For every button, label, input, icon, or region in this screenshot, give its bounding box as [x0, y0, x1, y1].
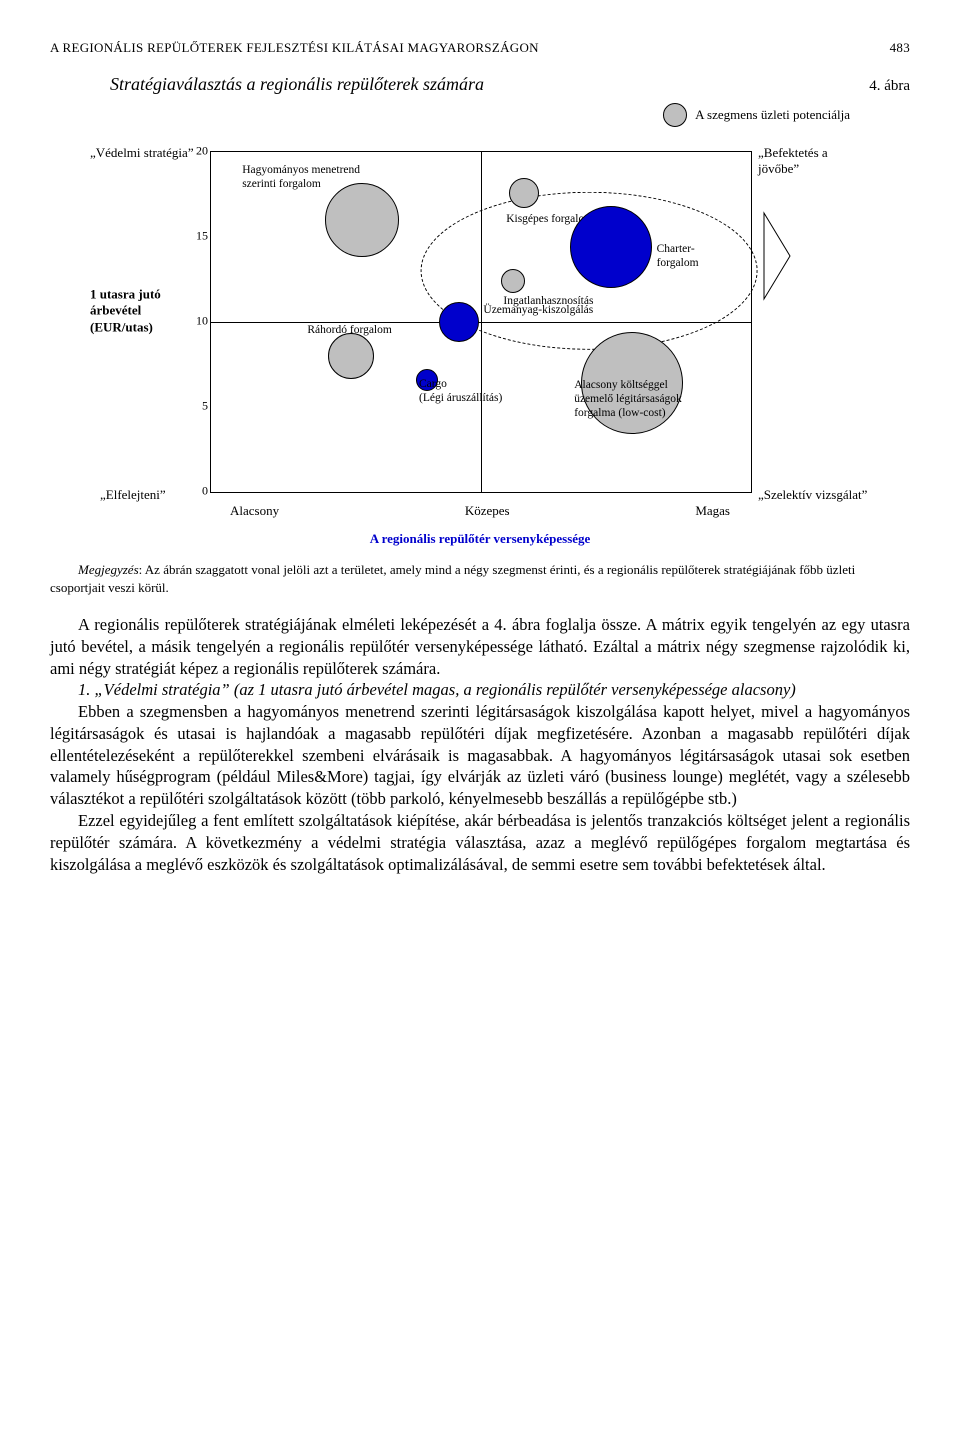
note-prefix: Megjegyzés	[78, 562, 139, 577]
bubble-label-uzemanyag: Üzemanyag-kiszolgálás	[483, 304, 593, 318]
legend-circle-icon	[663, 103, 687, 127]
bubble-hagyomanyos	[325, 183, 399, 257]
y-tick: 5	[190, 399, 208, 414]
figure-number: 4. ábra	[869, 78, 910, 95]
x-axis-ticks: Alacsony Közepes Magas	[210, 503, 750, 519]
y-axis-label: 1 utasra jutó árbevétel (EUR/utas)	[90, 287, 185, 336]
corner-bottom-right: „Szelektív vizsgálat”	[758, 487, 867, 503]
bubble-label-rahordo: Ráhordó forgalom	[307, 324, 391, 338]
legend-text: A szegmens üzleti potenciálja	[695, 107, 850, 123]
plot-area: Hagyományos menetrend szerinti forgalomK…	[210, 151, 752, 493]
bubble-rahordo	[328, 333, 374, 379]
bubble-label-lowcost: Alacsony költséggel üzemelő légitársaság…	[574, 379, 682, 420]
body-p2-title: „Védelmi stratégia” (az 1 utasra jutó ár…	[90, 680, 795, 699]
y-axis-label-line1: 1 utasra jutó	[90, 287, 185, 303]
y-tick: 20	[190, 144, 208, 159]
bubble-kisgepes	[509, 178, 539, 208]
strategy-chart: „Védelmi stratégia” „Befektetés a jövőbe…	[90, 131, 870, 551]
x-tick-mid: Közepes	[465, 503, 510, 519]
x-tick-high: Magas	[695, 503, 730, 519]
bubble-uzemanyag	[439, 302, 479, 342]
y-tick: 10	[190, 314, 208, 329]
bubble-label-charter: Charter- forgalom	[657, 243, 699, 271]
bubble-ingatlan	[501, 269, 525, 293]
y-axis-label-line3: (EUR/utas)	[90, 319, 185, 335]
body-p3: Ebben a szegmensben a hagyományos menetr…	[50, 701, 910, 810]
page-number: 483	[890, 40, 910, 56]
running-header: A REGIONÁLIS REPÜLŐTEREK FEJLESZTÉSI KIL…	[50, 40, 910, 56]
bubble-label-hagyomanyos: Hagyományos menetrend szerinti forgalom	[242, 164, 360, 192]
body-p2-prefix: 1.	[78, 680, 90, 699]
figure-title: Stratégiaválasztás a regionális repülőte…	[110, 74, 484, 95]
y-axis-label-line2: árbevétel	[90, 303, 185, 319]
y-tick: 0	[190, 484, 208, 499]
figure-caption-row: Stratégiaválasztás a regionális repülőte…	[50, 74, 910, 95]
body-p2: 1. „Védelmi stratégia” (az 1 utasra jutó…	[50, 679, 910, 701]
body-p1: A regionális repülőterek stratégiájának …	[50, 614, 910, 679]
triangle-marker-icon	[762, 211, 794, 301]
running-title: A REGIONÁLIS REPÜLŐTEREK FEJLESZTÉSI KIL…	[50, 40, 539, 56]
corner-top-left: „Védelmi stratégia”	[90, 145, 194, 161]
bubble-charter	[570, 206, 652, 288]
figure-note: Megjegyzés: Az ábrán szaggatott vonal je…	[50, 561, 910, 596]
x-tick-low: Alacsony	[230, 503, 279, 519]
bubble-label-cargo: Cargo (Légi áruszállítás)	[419, 378, 502, 406]
note-text: : Az ábrán szaggatott vonal jelöli azt a…	[50, 562, 855, 595]
figure-legend: A szegmens üzleti potenciálja	[50, 103, 910, 127]
corner-bottom-left: „Elfelejteni”	[100, 487, 166, 503]
body-p4: Ezzel egyidejűleg a fent említett szolgá…	[50, 810, 910, 875]
x-axis-title: A regionális repülőtér versenyképessége	[210, 531, 750, 547]
corner-top-right: „Befektetés a jövőbe”	[758, 145, 870, 177]
y-tick: 15	[190, 229, 208, 244]
